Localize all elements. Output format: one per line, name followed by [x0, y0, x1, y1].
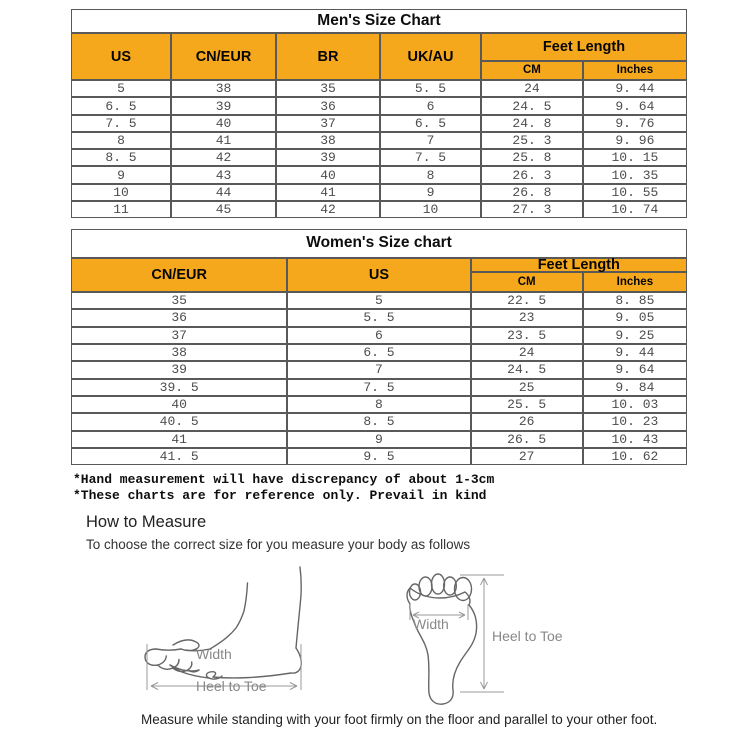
svg-text:Width: Width [196, 646, 232, 662]
svg-text:Heel to Toe: Heel to Toe [492, 628, 563, 644]
svg-text:Heel to Toe: Heel to Toe [196, 678, 267, 694]
svg-text:Width: Width [413, 616, 449, 632]
